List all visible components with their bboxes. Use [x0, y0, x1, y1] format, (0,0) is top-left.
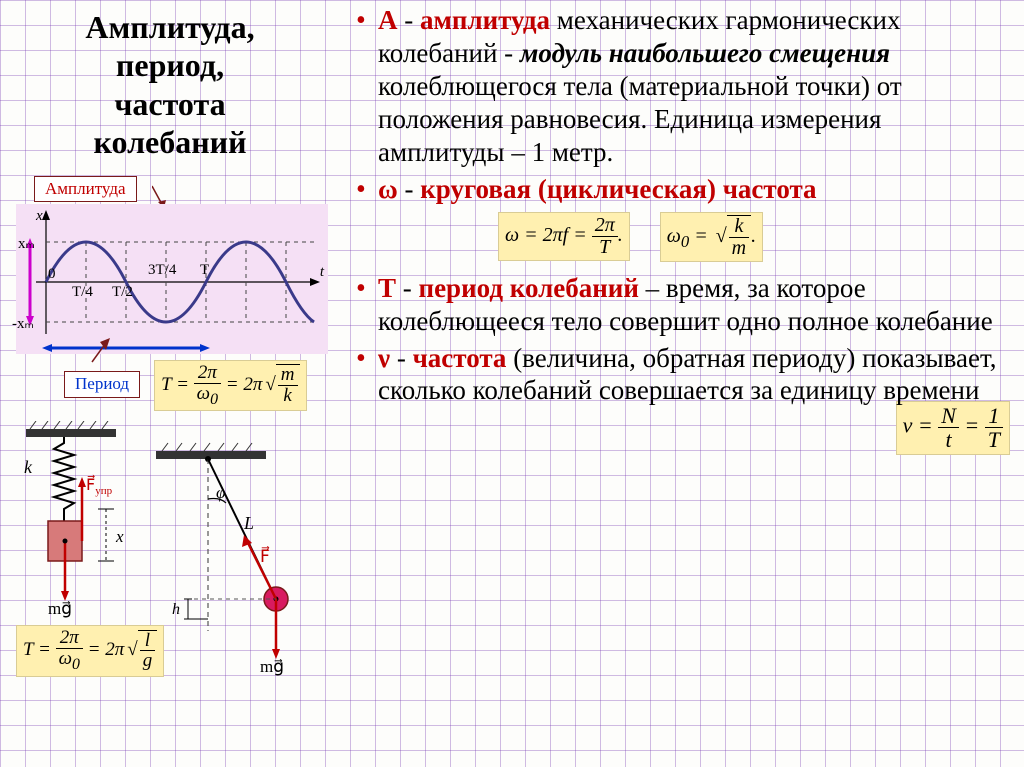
formula-omega: ω = 2πf = 2πT. — [498, 212, 630, 261]
term-amplitude: амплитуда — [420, 5, 550, 35]
right-column: A - амплитуда механических гармонических… — [340, 0, 1024, 767]
formula-period-pendulum: T = 2πω0 = 2πlg — [16, 625, 164, 676]
title-line: колебаний — [4, 123, 336, 161]
tick-label: 3T/4 — [148, 262, 176, 279]
sym-T: T — [378, 273, 396, 303]
sym-nu: ν — [378, 343, 390, 373]
pend-L-label: L — [244, 513, 254, 534]
t-axis-label: t — [320, 264, 324, 281]
pend-F-label: F⃗ — [260, 547, 270, 567]
spring-mg-label: mg⃗ — [48, 599, 72, 619]
tick-label: T/4 — [72, 284, 93, 301]
formula-period-spring: T = 2πω0 = 2πmk — [154, 360, 306, 411]
oscillator-diagrams: k F⃗упр x mg⃗ φ L F⃗ h mg⃗ T = 2πω0 = 2π… — [16, 421, 328, 701]
term-omega: круговая (циклическая) частота — [420, 174, 816, 204]
title-line: Амплитуда, — [4, 8, 336, 46]
x-max-label: xₘ — [18, 234, 35, 253]
title-line: частота — [4, 85, 336, 123]
x-min-label: -xₘ — [12, 314, 34, 333]
pend-phi-label: φ — [216, 483, 225, 503]
sine-wave-graph: x xₘ 0 -xₘ t T/4 T/2 3T/4 T — [16, 204, 328, 354]
emph-modul: модуль наибольшего смещения — [520, 38, 890, 68]
period-box-label: Период — [64, 371, 140, 397]
bullet-amplitude: A - амплитуда механических гармонических… — [350, 4, 1010, 169]
spring-x-label: x — [116, 527, 124, 547]
bullet-period: T - период колебаний – время, за которое… — [350, 272, 1010, 338]
title-line: период, — [4, 46, 336, 84]
pend-mg-label: mg⃗ — [260, 657, 284, 677]
tick-label: T — [200, 262, 209, 279]
spring-k-label: k — [24, 457, 32, 478]
bullet-frequency: ν - частота (величина, обратная периоду)… — [350, 342, 1010, 408]
term-period: период колебаний — [419, 273, 639, 303]
spring-F-label: F⃗упр — [86, 475, 112, 497]
sym-omega: ω — [378, 174, 398, 204]
pend-h-label: h — [172, 601, 180, 619]
amplitude-box-label: Амплитуда — [34, 176, 137, 202]
period-label-arrow-icon — [54, 338, 114, 364]
slide-title: Амплитуда, период, частота колебаний — [4, 8, 336, 162]
bullet-omega: ω - круговая (циклическая) частота ω = 2… — [350, 173, 1010, 262]
y-axis-label: x — [36, 208, 43, 225]
sym-A: A — [378, 5, 398, 35]
term-frequency: частота — [413, 343, 507, 373]
definition-list: A - амплитуда механических гармонических… — [350, 4, 1010, 407]
formula-nu: ν = Nt = 1T — [896, 401, 1010, 454]
formula-omega0: ω0 = km. — [660, 212, 763, 262]
slide-content: Амплитуда, период, частота колебаний Амп… — [0, 0, 1024, 767]
left-column: Амплитуда, период, частота колебаний Амп… — [0, 0, 340, 767]
tick-label: T/2 — [112, 284, 133, 301]
